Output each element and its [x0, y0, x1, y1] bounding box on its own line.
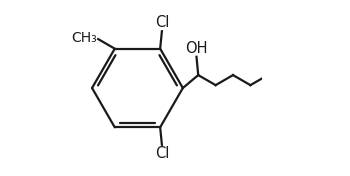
Text: Cl: Cl [156, 146, 170, 161]
Text: OH: OH [185, 41, 208, 56]
Text: Cl: Cl [155, 15, 169, 30]
Text: CH₃: CH₃ [71, 31, 97, 45]
